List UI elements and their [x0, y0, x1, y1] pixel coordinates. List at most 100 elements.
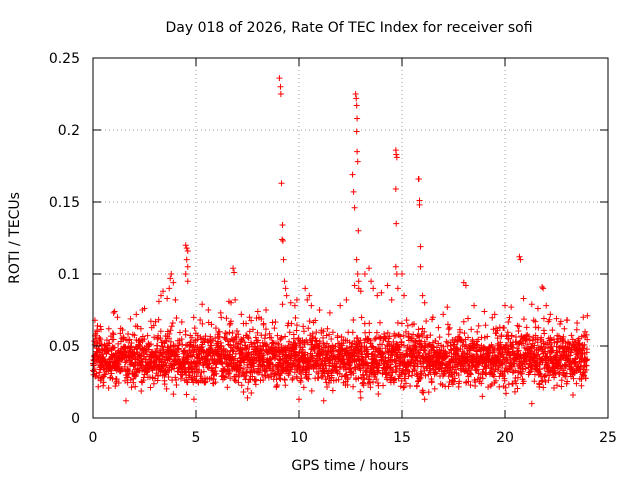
data-point	[528, 301, 535, 308]
data-point	[300, 323, 307, 330]
data-point	[360, 382, 367, 389]
data-point	[511, 360, 518, 367]
data-point	[293, 327, 300, 334]
data-point	[131, 332, 138, 339]
data-point	[350, 317, 357, 324]
data-point	[190, 396, 197, 403]
data-point	[370, 285, 377, 292]
data-point	[384, 282, 391, 289]
data-point	[505, 318, 512, 325]
data-point	[278, 180, 285, 187]
x-tick-labels: 0 5 10 15 20 25	[89, 430, 617, 446]
data-point	[407, 383, 414, 390]
data-point	[525, 333, 532, 340]
data-point	[503, 390, 510, 397]
data-point	[410, 331, 417, 338]
data-point	[413, 344, 420, 351]
data-point	[300, 384, 307, 391]
data-point	[551, 353, 558, 360]
data-point	[167, 327, 174, 334]
data-point	[508, 332, 515, 339]
data-point	[376, 319, 383, 326]
data-point	[423, 318, 430, 325]
data-point	[354, 148, 361, 155]
data-point	[440, 343, 447, 350]
data-point	[560, 338, 567, 345]
data-point	[277, 83, 284, 90]
data-point	[319, 361, 326, 368]
data-point	[180, 348, 187, 355]
data-point	[282, 285, 289, 292]
data-point	[408, 372, 415, 379]
data-point	[349, 329, 356, 336]
x-tick-label: 0	[89, 430, 98, 446]
data-point	[128, 384, 135, 391]
data-point	[357, 367, 364, 374]
data-point	[105, 385, 112, 392]
data-point	[418, 370, 425, 377]
data-point	[475, 336, 482, 343]
data-point	[387, 365, 394, 372]
data-point	[421, 328, 428, 335]
data-point	[184, 247, 191, 254]
data-point	[517, 256, 524, 263]
data-point	[232, 377, 239, 384]
data-point	[96, 334, 103, 341]
data-point	[315, 374, 322, 381]
y-tick-label: 0	[71, 411, 80, 427]
data-point	[118, 367, 125, 374]
data-point	[508, 304, 515, 311]
data-point	[401, 353, 408, 360]
data-point	[540, 384, 547, 391]
data-point	[369, 343, 376, 350]
data-point	[110, 309, 117, 316]
data-point	[526, 360, 533, 367]
data-point	[352, 91, 359, 97]
x-tick-label: 5	[192, 430, 201, 446]
data-point	[465, 378, 472, 385]
data-point	[329, 329, 336, 336]
data-point	[397, 333, 404, 340]
data-point	[291, 346, 298, 353]
data-point	[362, 354, 369, 361]
x-axis-label: GPS time / hours	[291, 458, 408, 474]
data-point	[502, 384, 509, 391]
data-point	[539, 283, 546, 290]
data-point	[578, 382, 585, 389]
data-point	[163, 369, 170, 376]
data-point	[531, 378, 538, 385]
data-point	[320, 334, 327, 341]
data-point	[399, 271, 405, 277]
data-point	[97, 377, 104, 384]
data-point	[411, 367, 418, 374]
data-point	[258, 316, 265, 323]
data-point	[204, 355, 211, 362]
data-point	[214, 338, 221, 345]
data-point	[421, 347, 428, 354]
data-point	[248, 317, 255, 324]
data-point	[516, 253, 523, 260]
data-point	[200, 368, 207, 375]
data-point	[504, 329, 511, 336]
data-point	[402, 380, 409, 387]
data-point	[263, 341, 270, 348]
data-point	[568, 349, 575, 356]
data-point	[421, 299, 428, 306]
data-point	[473, 367, 480, 374]
data-point	[343, 366, 350, 373]
data-points	[90, 75, 591, 407]
data-point	[217, 353, 224, 360]
data-point	[275, 341, 282, 348]
data-point	[280, 256, 287, 263]
data-point	[445, 383, 452, 390]
data-point	[520, 366, 527, 373]
data-point	[279, 236, 286, 243]
data-point	[285, 347, 292, 354]
y-tick-label: 0.15	[49, 195, 80, 211]
data-point	[584, 336, 591, 343]
data-point	[300, 328, 307, 335]
data-point	[212, 325, 219, 332]
data-point	[580, 372, 587, 379]
data-point	[520, 340, 527, 347]
data-point	[244, 333, 251, 340]
